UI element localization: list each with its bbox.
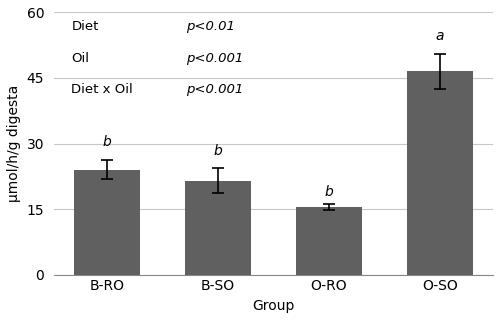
Text: Diet x Oil: Diet x Oil — [72, 83, 133, 96]
Bar — [184, 181, 252, 275]
Bar — [74, 170, 140, 275]
Text: Oil: Oil — [72, 52, 90, 65]
Text: p<0.001: p<0.001 — [186, 83, 243, 96]
Text: Diet: Diet — [72, 20, 99, 33]
Text: b: b — [214, 144, 222, 157]
Y-axis label: μmol/h/g digesta: μmol/h/g digesta — [7, 85, 21, 202]
Text: p<0.001: p<0.001 — [186, 52, 243, 65]
Text: a: a — [436, 29, 444, 43]
Bar — [296, 207, 362, 275]
Text: b: b — [102, 135, 112, 149]
Bar — [406, 71, 473, 275]
Text: b: b — [324, 185, 334, 199]
Text: p<0.01: p<0.01 — [186, 20, 234, 33]
X-axis label: Group: Group — [252, 299, 294, 313]
